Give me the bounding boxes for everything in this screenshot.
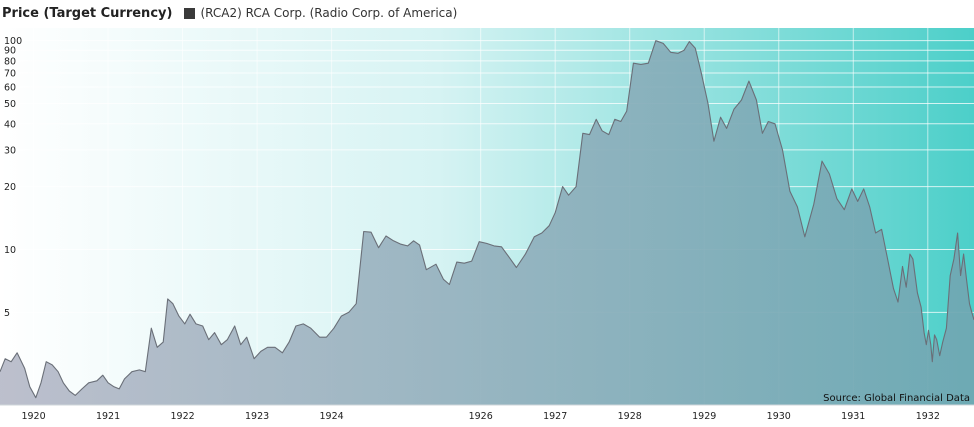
series-area-fill (0, 40, 974, 405)
y-tick-label: 5 (4, 308, 10, 319)
y-tick-label: 90 (4, 46, 16, 57)
y-tick-label: 80 (4, 56, 16, 67)
chart-title: Price (Target Currency) (2, 5, 173, 21)
y-tick-label: 40 (4, 119, 16, 130)
y-tick-label: 70 (4, 69, 16, 80)
x-tick-label: 1926 (469, 411, 493, 422)
y-tick-label: 10 (4, 245, 16, 256)
x-tick-label: 1929 (692, 411, 716, 422)
series-area (0, 40, 974, 405)
x-tick-label: 1920 (21, 411, 45, 422)
x-tick-label: 1923 (245, 411, 269, 422)
legend-swatch[interactable] (184, 7, 196, 19)
y-tick-label: 60 (4, 82, 16, 93)
legend-label[interactable]: (RCA2) RCA Corp. (Radio Corp. of America… (200, 6, 458, 20)
x-tick-label: 1932 (916, 411, 940, 422)
x-tick-label: 1922 (170, 411, 194, 422)
x-tick-label: 1921 (96, 411, 120, 422)
source-note: Source: Global Financial Data (823, 393, 970, 404)
x-tick-label: 1931 (841, 411, 865, 422)
chart-header: Price (Target Currency) (RCA2) RCA Corp.… (0, 4, 457, 22)
x-tick-label: 1927 (543, 411, 567, 422)
series-line[interactable] (0, 40, 974, 399)
y-tick-label: 50 (4, 99, 16, 110)
y-tick-label: 30 (4, 145, 16, 156)
x-axis-ticks: 1920 1921 1922 1923 1924 1926 1927 1928 1929 1930… (0, 404, 974, 422)
y-tick-label: 20 (4, 182, 16, 193)
x-tick-label: 1924 (320, 411, 344, 422)
x-tick-label: 1928 (618, 411, 642, 422)
x-tick-label: 1930 (767, 411, 791, 422)
y-tick-label: 100 (4, 36, 22, 47)
